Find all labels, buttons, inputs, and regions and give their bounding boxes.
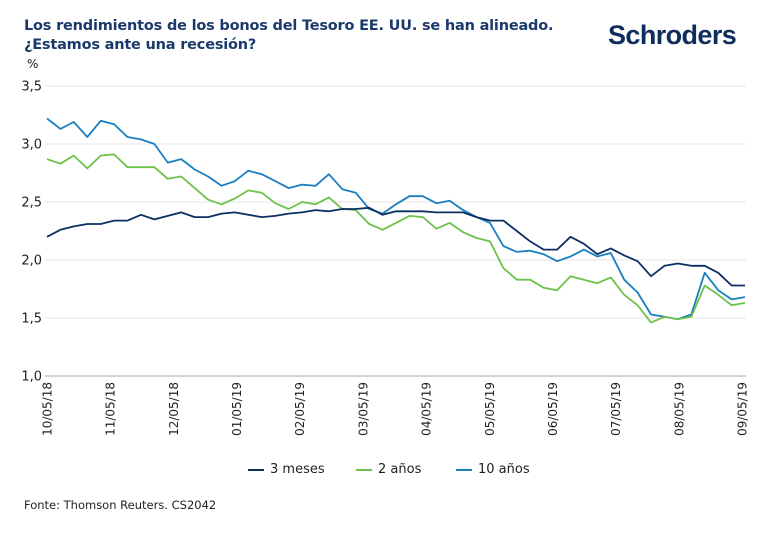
legend-label-3-meses: 3 meses bbox=[270, 462, 325, 477]
x-tick-label: 09/05/19 bbox=[736, 382, 750, 436]
y-axis-unit-label: % bbox=[27, 57, 39, 71]
legend-swatch-3-meses bbox=[248, 468, 264, 471]
y-tick-label: 2,0 bbox=[21, 254, 42, 269]
legend-item-10-anos: 10 años bbox=[456, 462, 530, 477]
chart-title-line2: ¿Estamos ante una recesión? bbox=[24, 37, 257, 53]
series-line-10-anos bbox=[46, 117, 746, 321]
y-tick-label: 2,5 bbox=[21, 196, 42, 211]
series-line-3-meses bbox=[46, 206, 745, 287]
x-tick-label: 12/05/18 bbox=[167, 382, 181, 436]
y-axis-ticks: 1,0 1,5 2,0 2,5 3,0 3,5 bbox=[21, 80, 42, 385]
schroders-logo: Schroders bbox=[608, 20, 737, 50]
y-tick-label: 3,5 bbox=[21, 80, 42, 95]
legend-item-3-meses: 3 meses bbox=[248, 462, 325, 477]
x-axis-ticks: 10/05/18 11/05/18 12/05/18 01/05/19 02/05/19… bbox=[41, 382, 750, 436]
legend: 3 meses 2 años 10 años bbox=[0, 462, 770, 482]
series-lines bbox=[46, 117, 746, 324]
y-tick-label: 3,0 bbox=[21, 138, 42, 153]
series-line-2-anos bbox=[46, 153, 746, 324]
legend-item-2-anos: 2 años bbox=[356, 462, 421, 477]
chart-title-line1: Los rendimientos de los bonos del Tesoro… bbox=[24, 18, 554, 34]
legend-swatch-2-anos bbox=[356, 468, 372, 471]
y-tick-label: 1,5 bbox=[21, 312, 42, 327]
x-tick-label: 01/05/19 bbox=[230, 382, 244, 436]
source-note: Fonte: Thomson Reuters. CS2042 bbox=[24, 498, 217, 512]
y-tick-label: 1,0 bbox=[21, 370, 42, 385]
chart-title: Los rendimientos de los bonos del Tesoro… bbox=[24, 17, 553, 55]
x-tick-label: 10/05/18 bbox=[41, 382, 55, 436]
x-tick-label: 05/05/19 bbox=[483, 382, 497, 436]
x-tick-label: 04/05/19 bbox=[420, 382, 434, 436]
line-chart: 1,0 1,5 2,0 2,5 3,0 3,5 10/05/18 11/05/18 12/05… bbox=[21, 80, 750, 436]
x-tick-label: 03/05/19 bbox=[356, 382, 370, 436]
grid-lines bbox=[45, 85, 746, 377]
x-tick-label: 06/05/19 bbox=[546, 382, 560, 436]
x-tick-label: 08/05/19 bbox=[672, 382, 686, 436]
x-tick-label: 02/05/19 bbox=[293, 382, 307, 436]
legend-label-2-anos: 2 años bbox=[378, 462, 422, 477]
legend-swatch-10-anos bbox=[456, 468, 472, 471]
x-tick-label: 11/05/18 bbox=[104, 382, 118, 436]
legend-label-10-anos: 10 años bbox=[478, 462, 530, 477]
x-tick-label: 07/05/19 bbox=[609, 382, 623, 436]
